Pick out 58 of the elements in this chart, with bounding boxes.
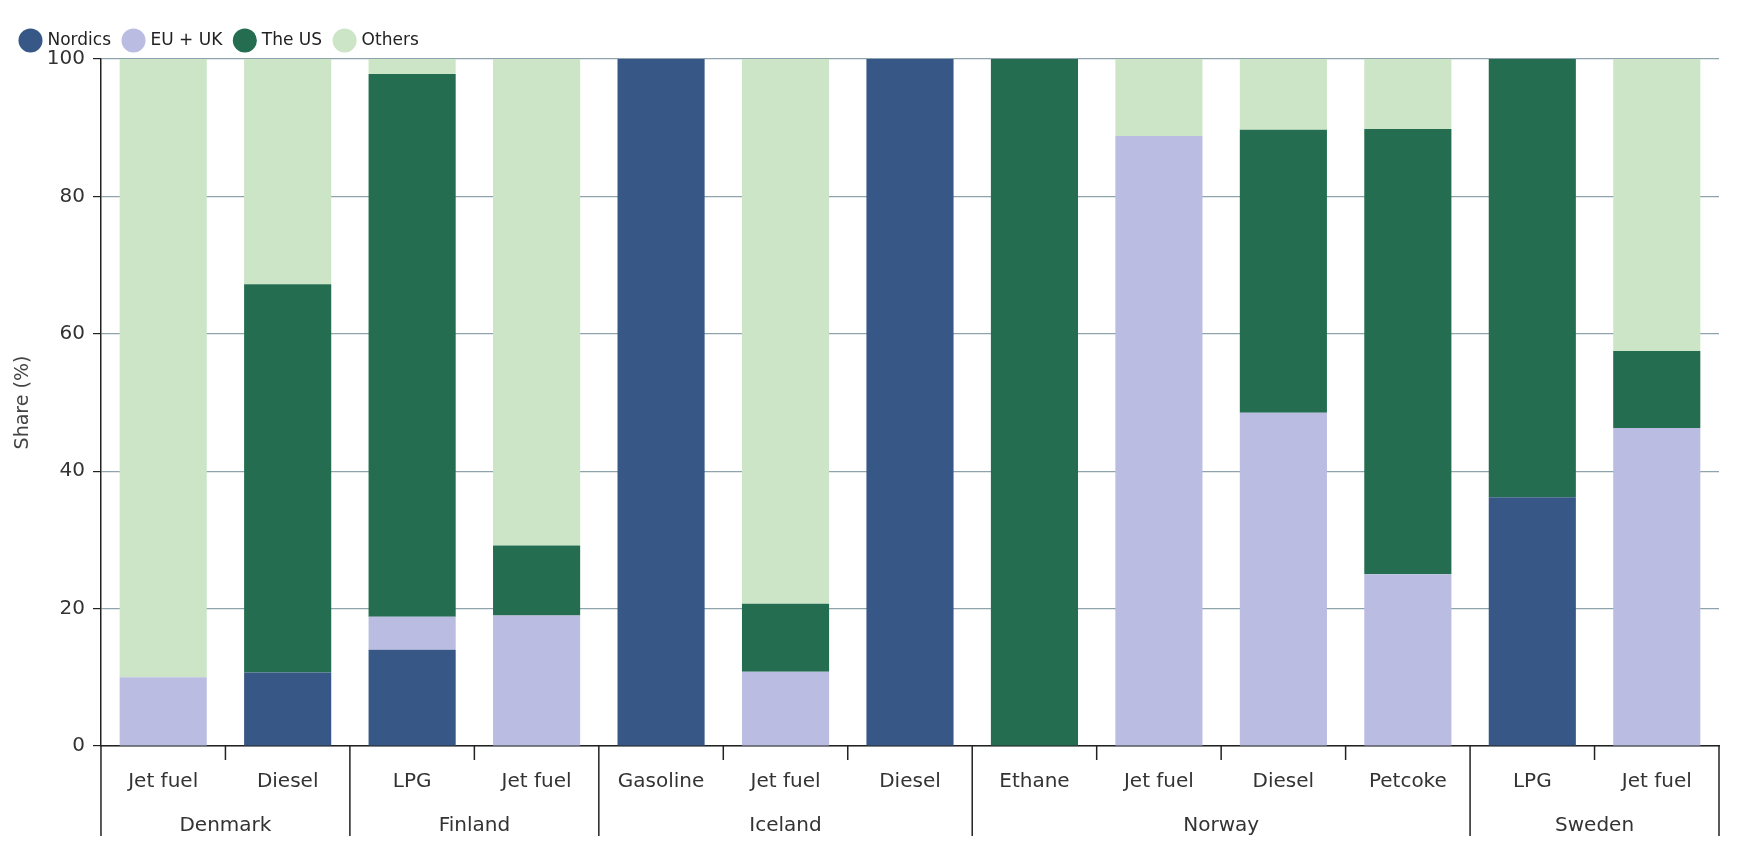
bar [1613,350,1701,428]
bar [1488,497,1576,746]
bar [368,74,456,617]
bar [244,672,332,746]
text: Denmark [179,812,272,837]
bar [119,59,207,678]
bar [1239,59,1327,130]
x-tick-label: LPG [392,768,432,793]
legend-label: Others [361,28,419,49]
bar [493,59,581,546]
text: Finland [438,812,511,837]
bar [244,59,332,285]
y-axis-title: Share (%) [10,355,33,450]
bar [368,649,456,746]
bar [741,603,830,672]
x-tick-label: Diesel [879,768,941,793]
x-tick-label: Jet fuel [1121,768,1194,793]
text: Norway [1183,812,1260,837]
x-tick-label: Petcoke [1368,768,1447,793]
bar [368,616,456,650]
bar [368,59,456,75]
text: Iceland [749,812,822,837]
bar [1115,135,1203,746]
x-tick-label: Ethane [999,768,1070,793]
legend-label: The US [260,28,323,49]
bar [493,545,581,616]
x-tick-label: Jet fuel [499,768,572,793]
y-tick-label: 20 [59,594,85,619]
bar [1364,129,1452,575]
bar [1364,59,1452,130]
bar [1115,59,1203,136]
y-tick-label: 40 [59,457,85,482]
bar [741,59,830,604]
x-tick-label: Diesel [1252,768,1315,793]
bar [493,615,581,746]
x-tick-label: Jet fuel [748,768,821,793]
x-tick-label: Diesel [256,768,319,793]
bar [617,59,705,746]
bar [1613,427,1701,746]
x-tick-label: Jet fuel [126,768,199,793]
x-tick-label: Gasoline [617,768,705,793]
bar [1613,59,1701,351]
legend-label: EU + UK [150,28,224,49]
bar [1488,59,1576,498]
x-tick-label: LPG [1512,768,1552,793]
x-tick-label: Jet fuel [1619,768,1692,793]
bar [244,284,332,673]
bar [866,59,954,746]
bar [1364,574,1452,746]
y-tick-label: 0 [72,732,85,757]
y-tick-label: 80 [59,182,85,207]
bar [1239,129,1327,413]
y-tick-label: 60 [59,320,85,344]
bar [741,671,830,746]
bar [990,59,1079,746]
text: Sweden [1555,812,1635,837]
bar [119,677,207,746]
bar [1239,412,1327,746]
